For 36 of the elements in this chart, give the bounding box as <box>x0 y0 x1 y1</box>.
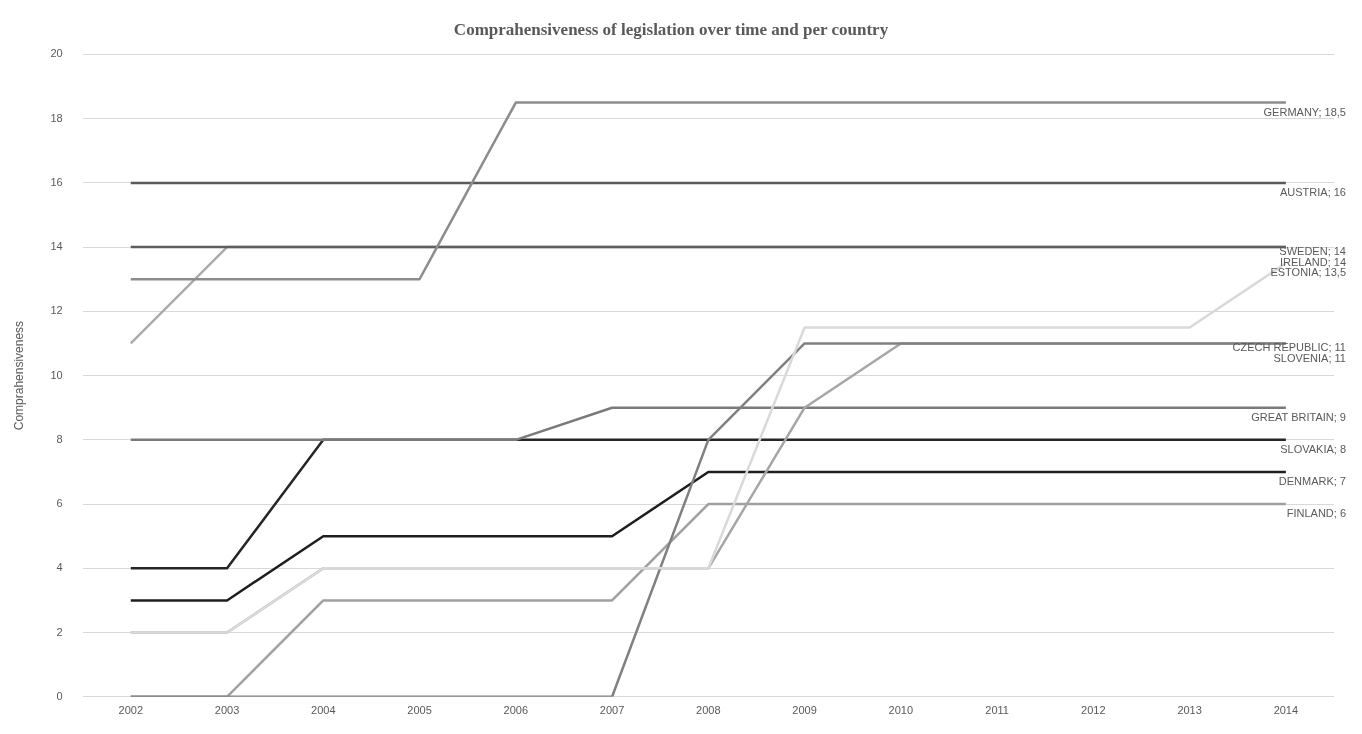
y-tick-label: 18 <box>50 111 63 124</box>
y-tick-label: 6 <box>56 497 63 510</box>
chart-title: Comprahensiveness of legislation over time and per country <box>453 19 889 39</box>
x-tick-label: 2011 <box>985 704 1009 717</box>
y-tick-label: 8 <box>56 432 63 445</box>
y-tick-label: 12 <box>50 304 63 317</box>
x-tick-label: 2009 <box>792 704 817 717</box>
text: SLOVAKIA; 8 <box>1280 442 1346 455</box>
text: FINLAND; 6 <box>1286 507 1346 520</box>
text: SLOVENIA; 11 <box>1273 352 1346 365</box>
x-tick-label: 2008 <box>696 704 721 717</box>
y-tick-label: 2 <box>56 625 63 638</box>
text: ESTONIA; 13,5 <box>1270 266 1346 279</box>
y-tick-label: 20 <box>50 47 63 60</box>
x-tick-label: 2006 <box>503 704 529 717</box>
y-tick-label: 0 <box>56 689 63 702</box>
y-axis-title: Comprahensiveness <box>11 320 26 431</box>
x-tick-label: 2012 <box>1081 704 1106 717</box>
text: GREAT BRITAIN; 9 <box>1251 410 1346 423</box>
text: IRELAND; 14 <box>1279 255 1346 268</box>
x-tick-label: 2010 <box>888 704 914 717</box>
text: DENMARK; 7 <box>1278 474 1346 487</box>
text: AUSTRIA; 16 <box>1279 185 1346 198</box>
text: GERMANY; 18,5 <box>1263 105 1346 118</box>
y-tick-label: 10 <box>50 368 63 381</box>
text: SWEDEN; 14 <box>1279 244 1346 257</box>
x-tick-label: 2014 <box>1273 704 1299 717</box>
x-tick-label: 2004 <box>311 704 336 717</box>
x-tick-label: 2005 <box>407 704 432 717</box>
y-tick-label: 4 <box>56 561 63 574</box>
y-tick-label: 16 <box>50 175 63 188</box>
x-tick-label: 2007 <box>599 704 625 717</box>
x-tick-label: 2002 <box>118 704 144 717</box>
x-tick-label: 2003 <box>214 704 240 717</box>
x-tick-label: 2013 <box>1177 704 1202 717</box>
y-tick-label: 14 <box>50 240 63 253</box>
